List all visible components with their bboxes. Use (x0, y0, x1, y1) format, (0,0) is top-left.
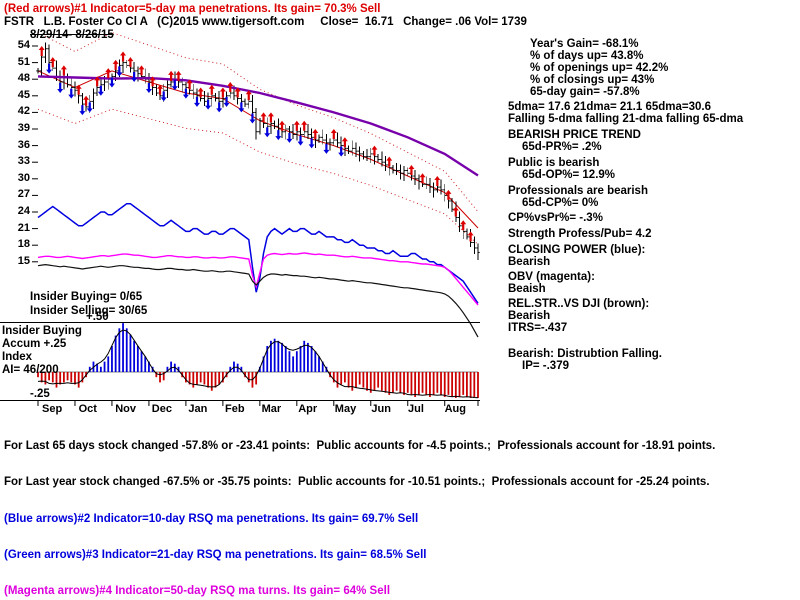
month-tick-label: Apr (298, 403, 318, 415)
ai-title-line4: AI= 46/200 (2, 364, 59, 376)
price-tick-label: 15 (17, 254, 30, 267)
statistics-line: Bearish: Distrubtion Falling. (508, 348, 662, 360)
statistics-panel: Year's Gain= -68.1%% of days up= 43.8%% … (508, 38, 798, 372)
statistics-line: 65-day gain= -57.8% (530, 86, 640, 98)
ai-scale-top-label: +.50 (86, 311, 109, 323)
insider-buying-label: Insider Buying= 0/65 (30, 291, 143, 303)
statistics-line: Public is bearish (508, 157, 600, 169)
ai-title-line2: Accum +.25 (2, 338, 67, 350)
price-tick-label: 54 (17, 39, 30, 51)
statistics-line: Year's Gain= -68.1% (530, 38, 639, 50)
statistics-line: Falling 5-dma falling 21-dma falling 65-… (508, 113, 744, 125)
month-tick-label: Dec (151, 403, 172, 415)
statistics-line: Beaish (508, 283, 546, 295)
month-tick-label: Mar (261, 403, 282, 415)
ai-title-line1: Insider Buying (2, 325, 82, 337)
statistics-line: % of closings up= 43% (530, 74, 655, 86)
month-tick-label: Sep (42, 403, 63, 415)
month-tick-label: Feb (225, 403, 245, 415)
price-tick-label: 33 (17, 155, 30, 168)
date-range: 8/29/14- 8/26/15 (30, 29, 114, 41)
indicator4-legend: (Magenta arrows)#4 Indicator=50-day RSQ … (4, 585, 391, 598)
insider-selling-label: Insider Selling= 30/65 (30, 305, 148, 317)
statistics-line: ITRS=-.437 (508, 322, 568, 334)
price-tick-label: 27 (17, 188, 30, 201)
price-tick-label: 18 (17, 238, 30, 251)
price-tick-label: 24 (17, 205, 30, 217)
month-tick-label: Nov (115, 403, 136, 415)
month-tick-label: Oct (78, 403, 97, 415)
indicator2-legend: (Blue arrows)#2 Indicator=10-day RSQ ma … (4, 512, 419, 525)
footer-change-year: For Last year stock changed -67.5% or -3… (4, 476, 710, 489)
month-tick-label: Aug (444, 403, 466, 415)
statistics-line: % of days up= 43.8% (530, 50, 644, 62)
statistics-line: 65d-CP%= 0% (522, 197, 599, 209)
ai-scale-bottom-label: -.25 (30, 388, 50, 400)
statistics-line: IP= -.379 (522, 360, 569, 372)
statistics-line: % of openings up= 42.2% (530, 62, 669, 74)
footer-change-65d: For Last 65 days stock changed -57.8% or… (4, 440, 716, 452)
statistics-line: Bearish (508, 256, 551, 268)
statistics-line: OBV (magenta): (508, 271, 595, 283)
price-tick-label: 36 (17, 138, 30, 151)
statistics-line: 65d-PR%= .2% (522, 141, 602, 153)
price-tick-label: 42 (17, 105, 30, 118)
statistics-line: 5dma= 17.6 21dma= 21.1 65dma=30.6 (508, 101, 711, 113)
month-tick-label: Jul (408, 403, 424, 415)
title-line: FSTR L.B. Foster Co Cl A (C)2015 www.tig… (4, 16, 527, 28)
indicator1-legend: (Red arrows)#1 Indicator=5-day ma penetr… (4, 3, 381, 15)
month-tick-label: May (334, 403, 357, 415)
price-tick-label: 39 (17, 122, 30, 134)
statistics-line: REL.STR..VS DJI (brown): (508, 298, 650, 310)
month-tick-label: Jan (188, 403, 208, 415)
indicator3-legend: (Green arrows)#3 Indicator=21-day RSQ ma… (4, 548, 427, 561)
price-tick-label: 30 (17, 171, 30, 184)
statistics-line: CLOSING POWER (blue): (508, 244, 646, 256)
statistics-line: 65d-OP%= 12.9% (522, 169, 616, 181)
statistics-line: Strength Profess/Pub= 4.2 (508, 228, 652, 240)
price-tick-label: 45 (17, 88, 30, 101)
statistics-line: BEARISH PRICE TREND (508, 129, 641, 141)
price-tick-label: 51 (17, 55, 30, 68)
statistics-line: Professionals are bearish (508, 185, 648, 197)
footer-block: For Last 65 days stock changed -57.8% or… (4, 416, 715, 600)
statistics-line: CP%vsPr%= -.3% (508, 212, 603, 224)
price-tick-label: 48 (17, 72, 30, 85)
statistics-line: Bearish (508, 310, 551, 322)
price-tick-label: 21 (17, 221, 30, 234)
month-tick-label: Jun (371, 403, 391, 415)
ai-title-line3: Index (2, 351, 33, 363)
